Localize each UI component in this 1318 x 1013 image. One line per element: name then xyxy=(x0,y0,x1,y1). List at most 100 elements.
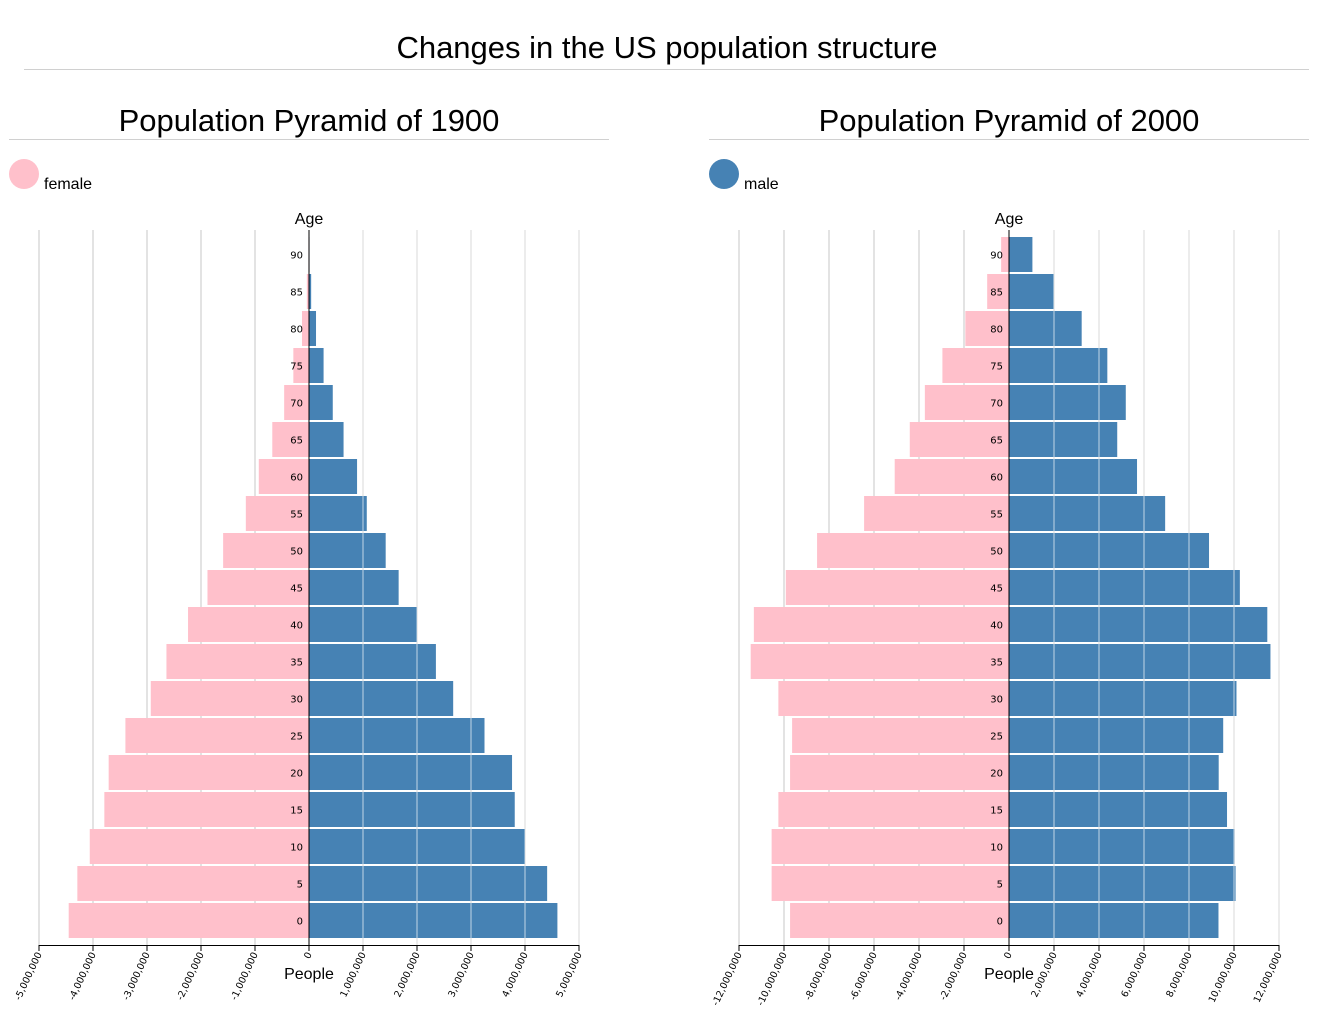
female-bar xyxy=(207,570,309,605)
female-bar xyxy=(77,866,309,901)
female-bar xyxy=(987,274,1009,309)
x-tick-label: 0 xyxy=(302,951,315,961)
female-bar xyxy=(293,348,309,383)
male-bar xyxy=(1009,866,1236,901)
y-tick-label: 40 xyxy=(990,621,1003,632)
female-bar xyxy=(771,829,1009,864)
male-bar xyxy=(309,533,386,568)
y-tick-label: 60 xyxy=(990,473,1003,484)
x-tick-label: -8,000,000 xyxy=(803,951,835,1003)
female-bar xyxy=(68,903,309,938)
female-bar xyxy=(909,422,1009,457)
y-axis-label: Age xyxy=(995,211,1024,228)
y-tick-label: 85 xyxy=(290,288,303,299)
x-tick-label: -12,000,000 xyxy=(710,951,744,1008)
chart-title: Population Pyramid of 2000 xyxy=(819,103,1200,138)
female-bar xyxy=(924,385,1009,420)
female-bar xyxy=(258,459,309,494)
x-tick-label: -3,000,000 xyxy=(121,951,153,1003)
female-bar xyxy=(750,644,1009,679)
y-tick-label: 10 xyxy=(990,843,1003,854)
y-tick-label: 10 xyxy=(290,843,303,854)
y-tick-label: 50 xyxy=(290,547,303,558)
female-bar xyxy=(817,533,1009,568)
y-tick-label: 90 xyxy=(990,251,1003,262)
female-bar xyxy=(965,311,1009,346)
x-tick-label: 3,000,000 xyxy=(446,951,476,999)
female-bar xyxy=(166,644,309,679)
female-bar xyxy=(150,681,309,716)
male-bar xyxy=(1009,718,1224,753)
female-bar xyxy=(864,496,1009,531)
female-bar xyxy=(778,792,1009,827)
male-bar xyxy=(309,718,485,753)
y-tick-label: 55 xyxy=(290,510,303,521)
female-bar xyxy=(894,459,1009,494)
male-bar xyxy=(1009,829,1235,864)
x-tick-label: -2,000,000 xyxy=(175,951,207,1003)
male-bar xyxy=(1009,311,1082,346)
y-tick-label: 5 xyxy=(297,880,303,891)
male-bar xyxy=(309,311,317,346)
male-bar xyxy=(1009,570,1240,605)
y-tick-label: 20 xyxy=(990,769,1003,780)
x-tick-label: -6,000,000 xyxy=(848,951,880,1003)
x-tick-label: -10,000,000 xyxy=(755,951,789,1008)
y-tick-label: 30 xyxy=(990,695,1003,706)
male-bar xyxy=(1009,681,1237,716)
chart-2: Population Pyramid of 2000 male Age 0 5 10 15 2… xyxy=(709,103,1309,1008)
female-bar xyxy=(778,681,1009,716)
female-bar xyxy=(306,274,309,309)
y-tick-label: 80 xyxy=(290,325,303,336)
female-bar xyxy=(245,496,309,531)
y-tick-label: 20 xyxy=(290,769,303,780)
y-tick-label: 0 xyxy=(997,917,1003,928)
male-bar xyxy=(1009,237,1033,272)
male-bar xyxy=(309,792,515,827)
female-bar xyxy=(104,792,309,827)
y-tick-label: 30 xyxy=(290,695,303,706)
y-tick-label: 55 xyxy=(990,510,1003,521)
y-tick-label: 25 xyxy=(290,732,303,743)
male-bar xyxy=(309,829,525,864)
x-tick-label: 1,000,000 xyxy=(338,951,368,999)
female-bar xyxy=(108,755,309,790)
male-bar xyxy=(309,570,399,605)
male-bar xyxy=(309,385,333,420)
x-tick-label: -1,000,000 xyxy=(229,951,261,1003)
male-bar xyxy=(1009,274,1054,309)
x-tick-label: 10,000,000 xyxy=(1207,951,1240,1005)
male-bar xyxy=(309,866,548,901)
y-tick-label: 5 xyxy=(997,880,1003,891)
male-bar xyxy=(1009,459,1138,494)
x-tick-label: -4,000,000 xyxy=(893,951,925,1003)
y-tick-label: 35 xyxy=(990,658,1003,669)
male-bar xyxy=(309,607,417,642)
chart-1: Population Pyramid of 1900 female Age 0 5 10 1… xyxy=(9,103,609,1002)
male-bar xyxy=(1009,533,1210,568)
male-bar xyxy=(309,644,436,679)
x-tick-label: -2,000,000 xyxy=(938,951,970,1003)
male-bar xyxy=(1009,496,1166,531)
y-tick-label: 90 xyxy=(290,251,303,262)
x-tick-label: 4,000,000 xyxy=(1074,951,1104,999)
male-bar xyxy=(309,422,344,457)
female-bar xyxy=(125,718,310,753)
female-bar xyxy=(790,903,1009,938)
y-tick-label: 70 xyxy=(290,399,303,410)
y-tick-label: 45 xyxy=(990,584,1003,595)
male-bar xyxy=(309,348,324,383)
y-tick-label: 70 xyxy=(990,399,1003,410)
female-bar xyxy=(942,348,1009,383)
y-tick-label: 0 xyxy=(297,917,303,928)
female-bar xyxy=(753,607,1009,642)
female-bar xyxy=(301,311,309,346)
female-bar xyxy=(188,607,309,642)
y-tick-label: 65 xyxy=(290,436,303,447)
male-bar xyxy=(1009,903,1219,938)
page-title: Changes in the US population structure xyxy=(396,30,938,65)
y-tick-label: 15 xyxy=(290,806,303,817)
x-tick-label: 5,000,000 xyxy=(554,951,584,999)
y-axis-label: Age xyxy=(295,211,324,228)
legend-swatch xyxy=(709,159,739,189)
